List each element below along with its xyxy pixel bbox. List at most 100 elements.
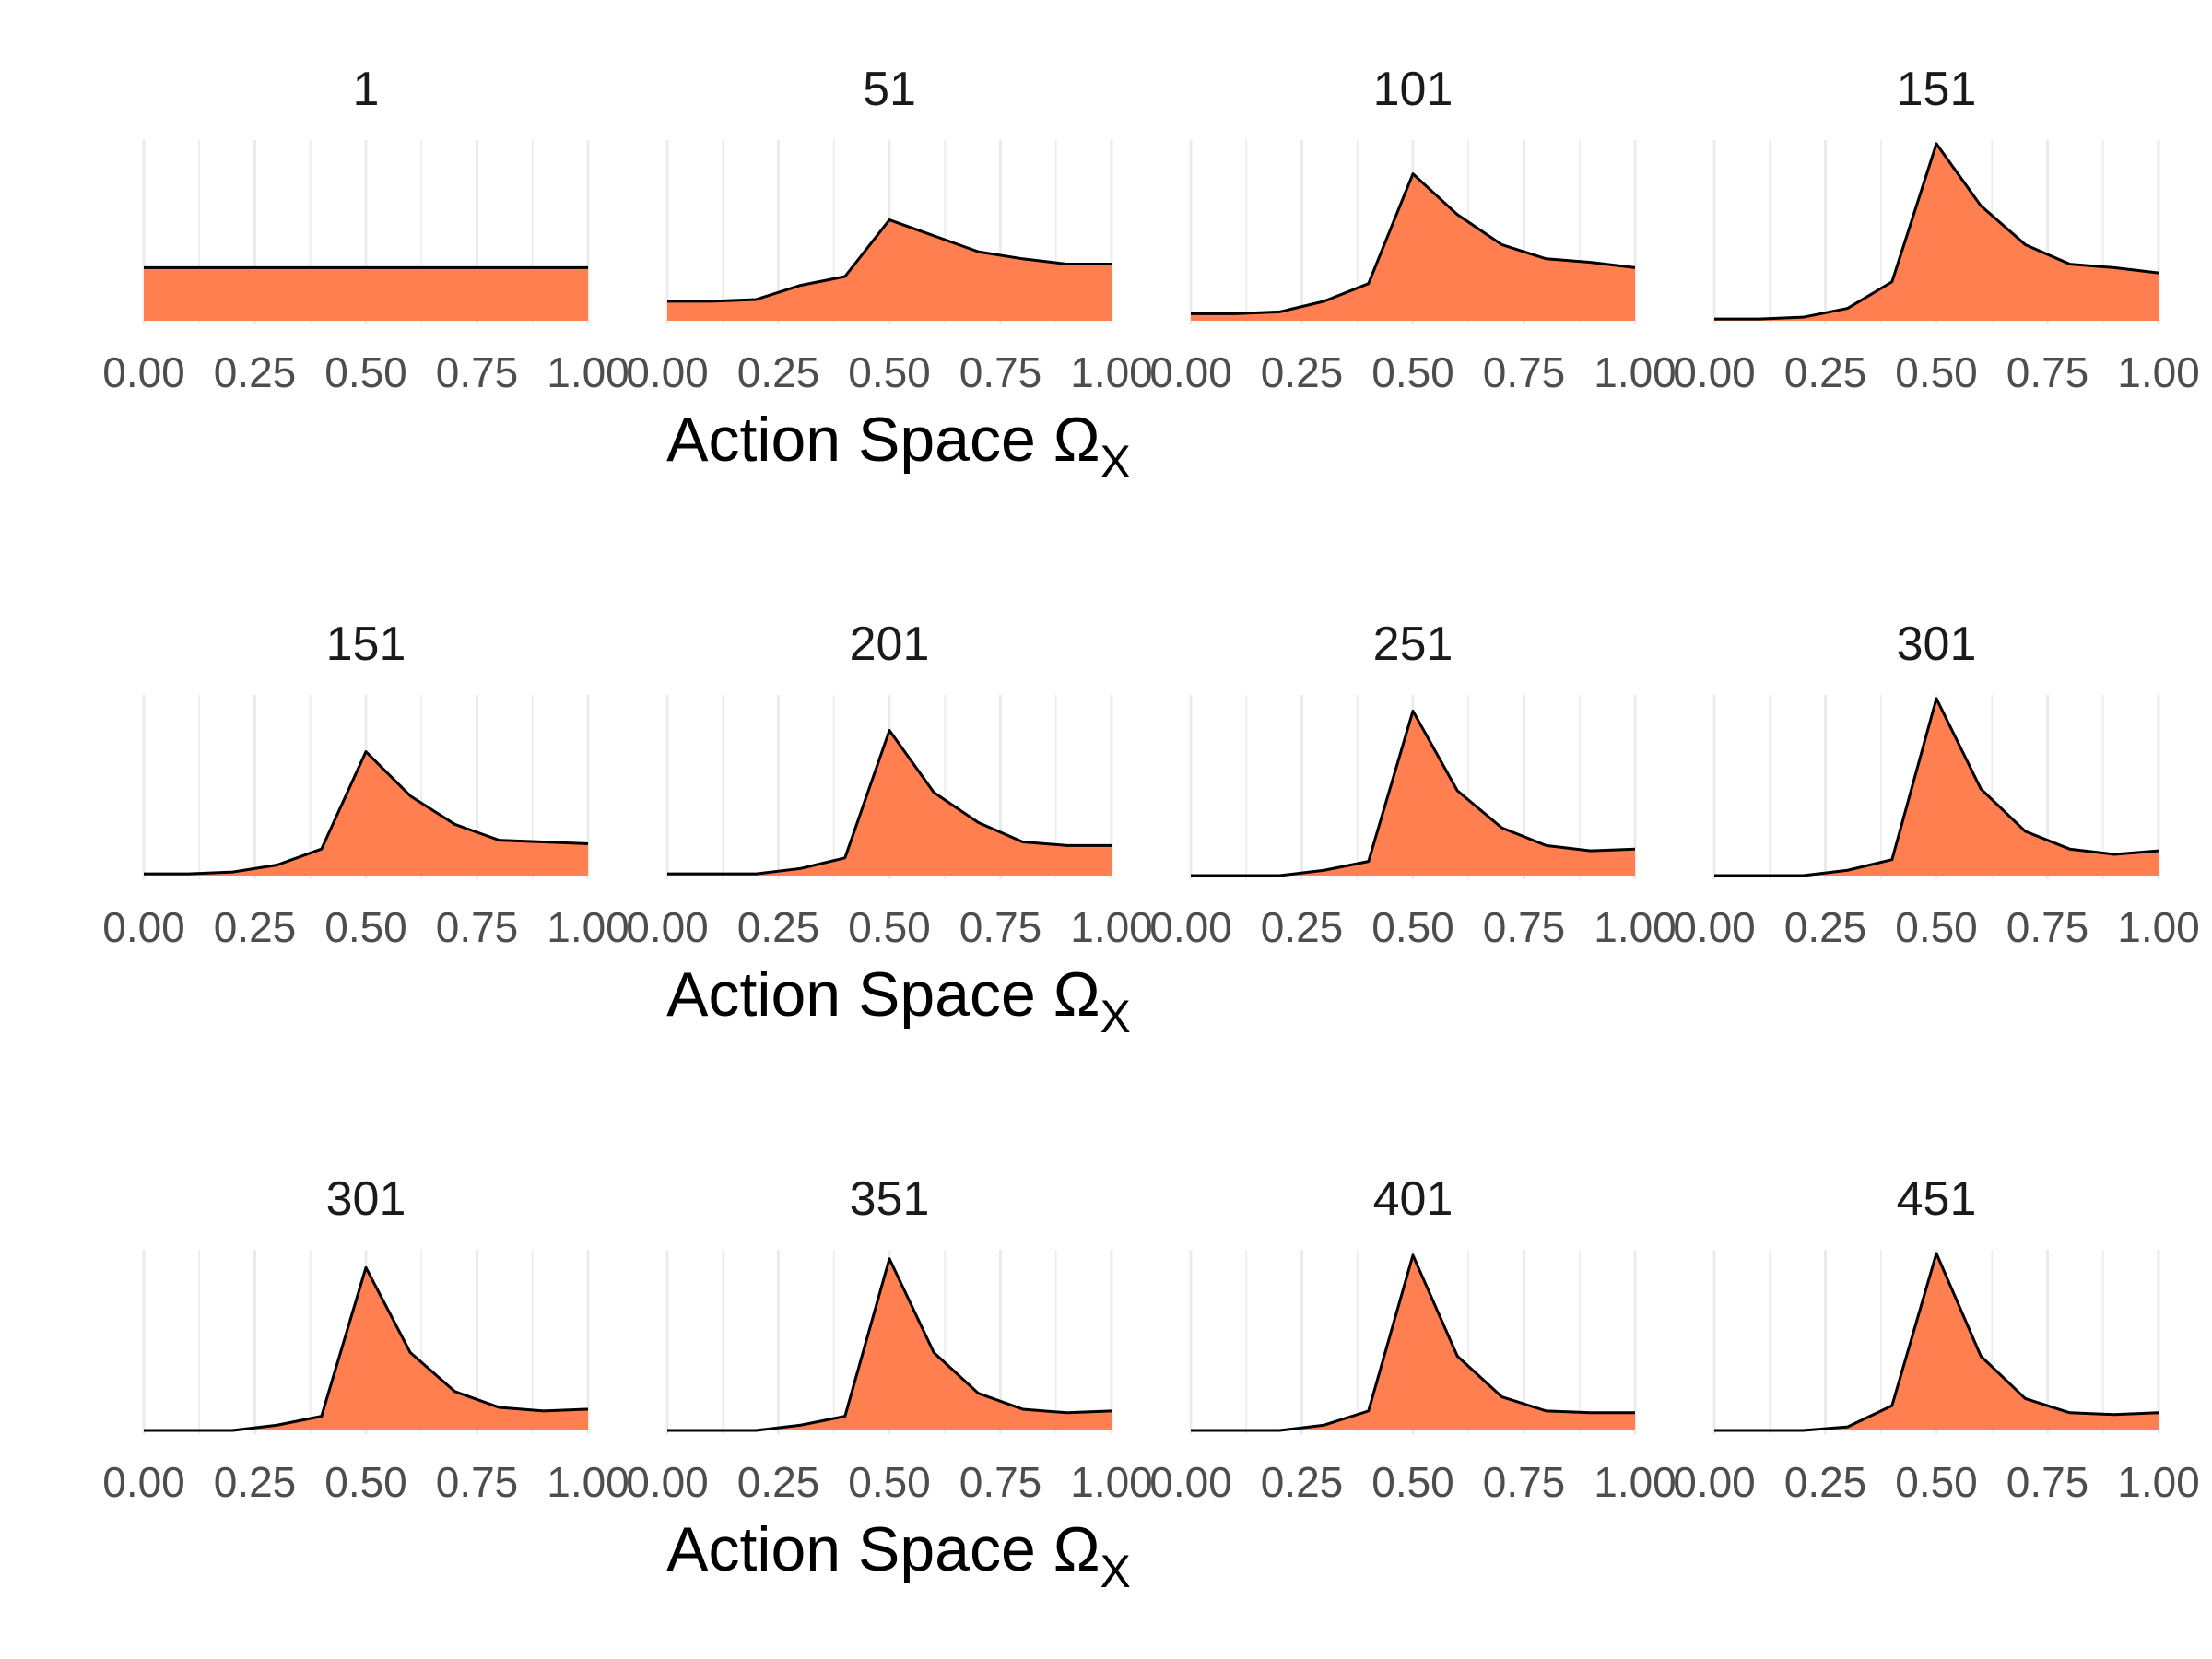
x-tick-label: 0.25 (737, 348, 820, 396)
density-area (1191, 173, 1635, 321)
x-tick-label: 0.00 (1673, 903, 1756, 951)
x-tick-label: 0.75 (2006, 1458, 2089, 1506)
x-tick-label: 0.00 (1149, 1458, 1232, 1506)
x-tick-label: 0.25 (737, 903, 820, 951)
facet-panel: 151 0.00 0.25 0.50 0.75 1.00 (102, 618, 629, 951)
facet-panel: 351 0.00 0.25 0.50 0.75 1.00 (626, 1172, 1153, 1506)
x-axis-title: Action Space ΩX (666, 959, 1131, 1042)
facet-panel: 1 0.00 0.25 0.50 0.75 1.00 (102, 63, 629, 396)
facet-title: 251 (1373, 618, 1453, 671)
x-tick-label: 0.00 (102, 348, 185, 396)
x-tick-label: 0.50 (1895, 348, 1978, 396)
x-tick-label: 1.00 (1594, 348, 1677, 396)
facet-title: 1 (353, 63, 380, 116)
density-line (144, 750, 589, 876)
x-tick-label: 0.25 (214, 903, 297, 951)
facet-title: 151 (1897, 63, 1977, 116)
x-tick-label: 0.00 (1149, 903, 1232, 951)
x-tick-label: 1.00 (1594, 1458, 1677, 1506)
x-tick-label: 0.75 (959, 903, 1042, 951)
x-tick-label: 1.00 (2117, 1458, 2200, 1506)
density-line (667, 1257, 1112, 1432)
x-tick-label: 0.50 (848, 903, 931, 951)
x-tick-label: 0.75 (959, 1458, 1042, 1506)
x-tick-label: 1.00 (1594, 903, 1677, 951)
x-tick-label: 1.00 (547, 1458, 629, 1506)
x-tick-label: 0.50 (1895, 903, 1978, 951)
x-axis-title-text: Action Space Ω (666, 405, 1100, 475)
density-area (667, 219, 1112, 321)
x-axis-title-subscript: X (1100, 991, 1131, 1042)
density-line (144, 1265, 589, 1432)
facet-panel: 51 0.00 0.25 0.50 0.75 1.00 (626, 63, 1153, 396)
x-axis-title-text: Action Space Ω (666, 1514, 1100, 1584)
facet-panel: 401 0.00 0.25 0.50 0.75 1.00 (1149, 1172, 1677, 1506)
facet-title: 51 (863, 63, 916, 116)
density-area (667, 730, 1112, 876)
x-tick-label: 0.25 (1784, 1458, 1867, 1506)
x-tick-label: 0.00 (626, 348, 709, 396)
facet-panel: 101 0.00 0.25 0.50 0.75 1.00 (1149, 63, 1677, 396)
x-tick-label: 0.25 (1261, 348, 1344, 396)
x-tick-label: 0.50 (324, 348, 407, 396)
x-tick-label: 0.75 (436, 1458, 519, 1506)
density-line (667, 729, 1112, 876)
x-tick-label: 0.00 (1149, 348, 1232, 396)
density-line (1191, 172, 1636, 315)
x-tick-label: 0.50 (324, 903, 407, 951)
x-tick-label: 0.25 (1261, 1458, 1344, 1506)
density-line (667, 218, 1112, 303)
density-line (1714, 697, 2159, 877)
facet-panel: 251 0.00 0.25 0.50 0.75 1.00 (1149, 618, 1677, 951)
facet-panel: 451 0.00 0.25 0.50 0.75 1.00 (1673, 1172, 2200, 1506)
facet-title: 301 (1897, 618, 1977, 671)
x-tick-label: 0.00 (626, 1458, 709, 1506)
x-tick-label: 0.25 (214, 348, 297, 396)
x-tick-label: 0.75 (2006, 348, 2089, 396)
density-area (1191, 711, 1635, 876)
facet-panel: 301 0.00 0.25 0.50 0.75 1.00 (102, 1172, 629, 1506)
x-tick-label: 0.50 (1895, 1458, 1978, 1506)
x-tick-label: 0.50 (324, 1458, 407, 1506)
x-tick-label: 0.50 (1371, 348, 1454, 396)
density-area (1714, 1253, 2159, 1430)
density-area (144, 1267, 588, 1430)
x-tick-label: 0.25 (214, 1458, 297, 1506)
x-tick-label: 0.00 (102, 1458, 185, 1506)
density-line (1191, 709, 1636, 877)
facet-title: 401 (1373, 1172, 1453, 1226)
facet-title: 351 (850, 1172, 930, 1226)
x-tick-label: 0.75 (2006, 903, 2089, 951)
x-tick-label: 0.00 (1673, 348, 1756, 396)
x-tick-label: 1.00 (1070, 903, 1153, 951)
facet-title: 151 (326, 618, 406, 671)
x-tick-label: 0.75 (1483, 1458, 1566, 1506)
facet-panel: 151 0.00 0.25 0.50 0.75 1.00 (1673, 63, 2200, 396)
facet-title: 101 (1373, 63, 1453, 116)
x-tick-label: 1.00 (2117, 903, 2200, 951)
x-tick-label: 0.75 (436, 348, 519, 396)
facet-title: 451 (1897, 1172, 1977, 1226)
density-area (144, 751, 588, 876)
x-tick-label: 0.25 (1784, 903, 1867, 951)
x-tick-label: 1.00 (1070, 1458, 1153, 1506)
x-tick-label: 0.50 (1371, 1458, 1454, 1506)
x-tick-label: 0.75 (959, 348, 1042, 396)
x-tick-label: 0.50 (848, 348, 931, 396)
density-area (667, 1258, 1112, 1430)
x-tick-label: 1.00 (1070, 348, 1153, 396)
x-tick-label: 0.25 (1261, 903, 1344, 951)
x-tick-label: 0.50 (848, 1458, 931, 1506)
x-tick-label: 0.25 (1784, 348, 1867, 396)
x-tick-label: 1.00 (547, 348, 629, 396)
x-tick-label: 1.00 (547, 903, 629, 951)
x-tick-label: 0.25 (737, 1458, 820, 1506)
x-tick-label: 0.00 (102, 903, 185, 951)
density-area (1714, 144, 2159, 321)
facet-title: 201 (850, 618, 930, 671)
facet-panel: 201 0.00 0.25 0.50 0.75 1.00 (626, 618, 1153, 951)
density-area (1191, 1254, 1635, 1430)
x-axis-title-subscript: X (1100, 1546, 1131, 1597)
